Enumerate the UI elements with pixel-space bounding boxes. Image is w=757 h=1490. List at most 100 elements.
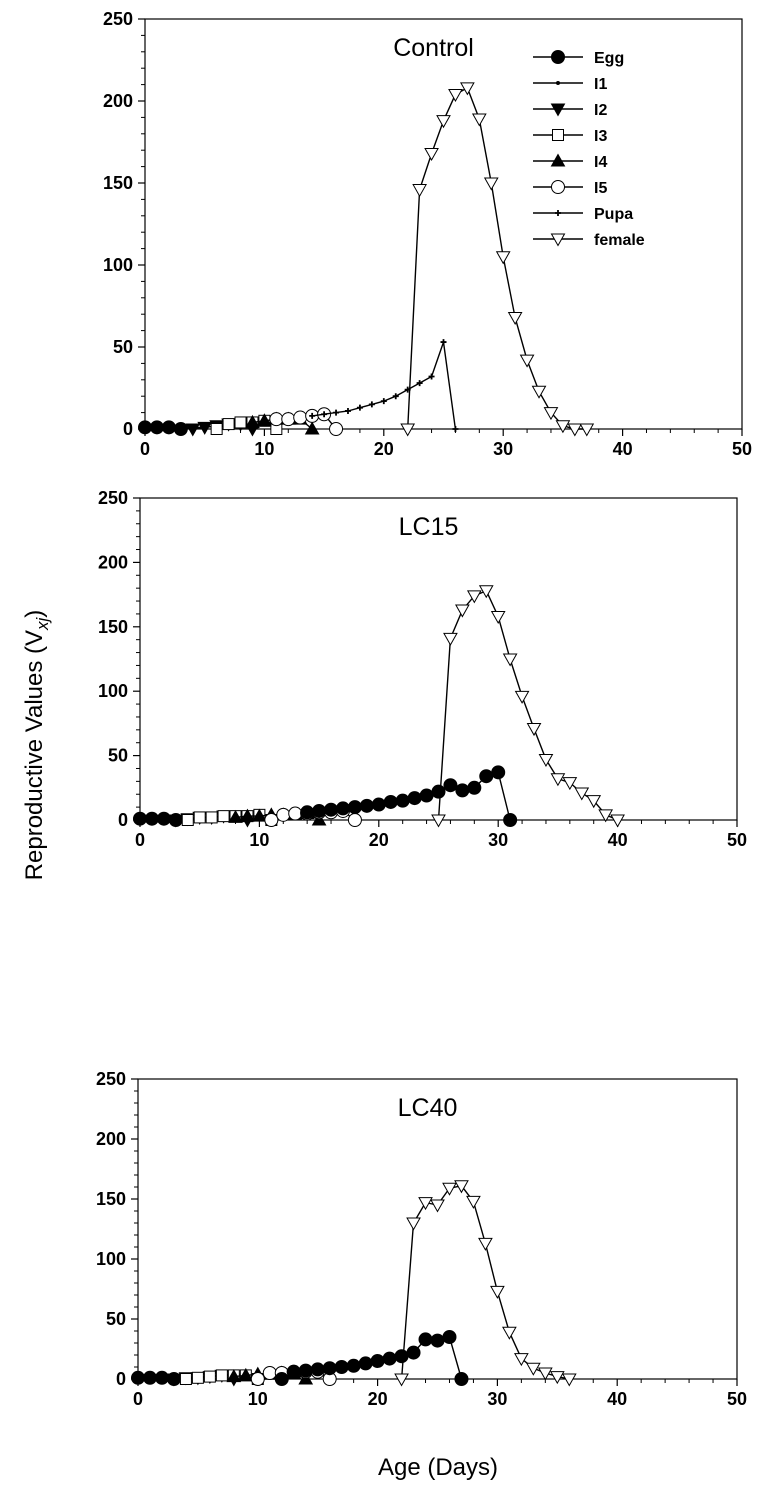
legend-marker: [551, 180, 565, 194]
x-tick-label: 0: [140, 439, 150, 459]
series-female: [431, 585, 625, 828]
data-point: [159, 1377, 164, 1381]
series-pupa: [309, 339, 459, 432]
data-point: [161, 420, 176, 435]
data-point: [335, 801, 350, 816]
data-point: [222, 418, 235, 431]
x-tick-label: 40: [613, 439, 633, 459]
legend-item-i5: I5: [533, 180, 607, 197]
x-tick-label: 30: [493, 439, 513, 459]
data-point: [514, 1353, 529, 1367]
series-line: [312, 341, 457, 430]
data-point: [478, 585, 494, 599]
data-point: [298, 1363, 313, 1378]
data-point: [358, 1356, 373, 1371]
data-point: [356, 404, 363, 411]
data-point: [293, 410, 308, 425]
data-point: [495, 251, 511, 265]
data-point: [507, 311, 523, 325]
series-pupa: [274, 1330, 469, 1386]
x-tick-label: 0: [135, 830, 145, 850]
legend-label: I1: [594, 76, 607, 93]
data-point: [321, 411, 328, 418]
x-tick-label: 30: [488, 830, 508, 850]
data-point: [483, 177, 499, 191]
data-point: [193, 811, 206, 824]
data-point: [333, 409, 340, 416]
x-tick-label: 20: [368, 1389, 388, 1409]
data-point: [215, 1369, 228, 1382]
data-point: [181, 814, 194, 826]
x-tick-label: 10: [248, 1389, 268, 1409]
data-point: [455, 783, 470, 798]
series-female: [394, 1180, 577, 1387]
data-point: [210, 423, 223, 435]
data-point: [574, 787, 590, 801]
data-point: [347, 800, 362, 815]
y-tick-label: 250: [98, 488, 128, 508]
data-point: [430, 1199, 445, 1213]
data-point: [491, 765, 506, 780]
data-point: [370, 1354, 385, 1368]
y-tick-label: 0: [118, 810, 128, 830]
data-point: [431, 814, 446, 828]
y-tick-label: 50: [106, 1309, 126, 1329]
y-tick-label: 0: [123, 419, 133, 439]
data-point: [471, 113, 487, 127]
data-point: [561, 1373, 577, 1387]
data-point: [502, 653, 518, 667]
data-point: [443, 632, 458, 646]
data-point: [257, 413, 272, 427]
data-point: [217, 810, 230, 823]
data-point: [550, 773, 566, 787]
data-point: [610, 814, 625, 828]
legend-marker: [555, 210, 561, 216]
data-point: [131, 1370, 145, 1385]
y-tick-label: 0: [116, 1369, 126, 1389]
y-tick-label: 250: [96, 1069, 126, 1089]
data-point: [368, 401, 375, 408]
data-point: [142, 1370, 157, 1385]
y-tick-label: 200: [98, 552, 128, 572]
data-point: [382, 1351, 397, 1366]
data-point: [262, 1366, 277, 1380]
legend-marker: [550, 153, 566, 167]
data-point: [191, 1371, 204, 1384]
data-point: [371, 797, 386, 812]
legend-marker: [556, 81, 560, 85]
data-point: [567, 423, 583, 437]
plot-frame: [139, 497, 738, 821]
data-point: [519, 354, 535, 368]
data-point: [344, 407, 351, 414]
legend-marker: [550, 103, 566, 117]
data-point: [430, 1333, 445, 1348]
data-point: [440, 339, 447, 346]
data-point: [412, 184, 427, 198]
y-tick-label: 100: [96, 1249, 126, 1269]
data-point: [310, 1362, 325, 1377]
y-tick-label: 150: [98, 617, 128, 637]
series-pupa: [300, 765, 518, 827]
x-tick-label: 50: [732, 439, 752, 459]
data-point: [406, 1217, 421, 1231]
data-point: [394, 1373, 409, 1387]
data-point: [286, 1364, 301, 1379]
data-point: [395, 793, 410, 808]
data-point: [149, 420, 164, 435]
data-point: [455, 604, 470, 618]
data-point: [394, 1349, 409, 1364]
axis-ticks: 0 10 20 30 40 50 0 50 100 150 200 250: [98, 488, 747, 850]
legend-label: female: [594, 232, 645, 249]
data-point: [234, 416, 247, 429]
data-point: [431, 784, 446, 799]
y-axis-title: Reproductive Values (Vxj): [21, 610, 52, 881]
data-point: [490, 1285, 505, 1299]
data-point: [359, 798, 374, 813]
data-point: [161, 818, 166, 822]
data-point: [442, 1182, 457, 1196]
data-point: [269, 412, 284, 427]
data-point: [238, 1367, 254, 1381]
data-point: [240, 808, 255, 822]
data-point: [452, 426, 459, 432]
x-tick-label: 10: [254, 439, 274, 459]
